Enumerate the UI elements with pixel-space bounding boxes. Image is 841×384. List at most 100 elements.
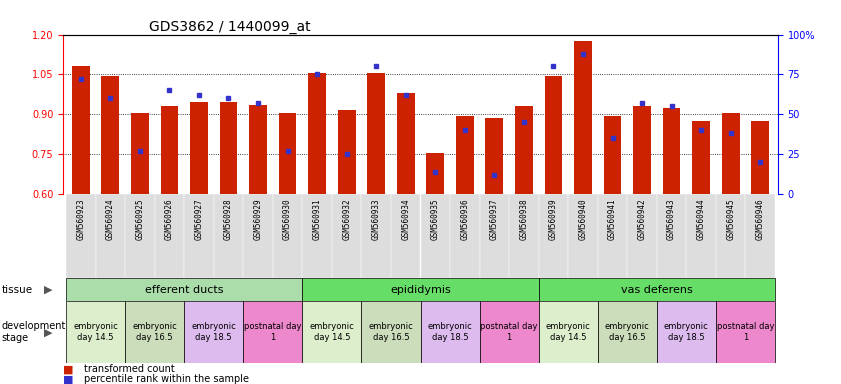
Bar (155, 194, 184, 278)
Bar (598, 301, 657, 363)
Bar (657, 194, 686, 278)
Bar (633, 106, 651, 194)
Bar (479, 194, 509, 278)
Bar (604, 116, 621, 194)
Text: GSM560929: GSM560929 (253, 198, 262, 240)
Bar (72, 66, 90, 194)
Text: embryonic
day 16.5: embryonic day 16.5 (605, 323, 649, 342)
Text: GSM560943: GSM560943 (667, 198, 676, 240)
Bar (362, 194, 391, 278)
Text: GSM560931: GSM560931 (313, 198, 321, 240)
Bar (745, 194, 775, 278)
Bar (303, 278, 538, 301)
Bar (479, 301, 538, 363)
Text: GSM560934: GSM560934 (401, 198, 410, 240)
Text: ■: ■ (63, 364, 73, 374)
Text: GSM560926: GSM560926 (165, 198, 174, 240)
Text: epididymis: epididymis (390, 285, 451, 295)
Text: GSM560927: GSM560927 (194, 198, 204, 240)
Text: GSM560930: GSM560930 (283, 198, 292, 240)
Bar (598, 194, 627, 278)
Bar (303, 194, 332, 278)
Bar (303, 301, 362, 363)
Text: GSM560935: GSM560935 (431, 198, 440, 240)
Text: ▶: ▶ (44, 327, 52, 337)
Bar (362, 301, 420, 363)
Bar (102, 76, 119, 194)
Bar (420, 301, 479, 363)
Bar (426, 153, 444, 194)
Text: GSM560939: GSM560939 (549, 198, 558, 240)
Text: ■: ■ (63, 374, 73, 384)
Bar (96, 194, 125, 278)
Bar (627, 194, 657, 278)
Text: embryonic
day 14.5: embryonic day 14.5 (309, 323, 354, 342)
Text: GDS3862 / 1440099_at: GDS3862 / 1440099_at (149, 20, 310, 33)
Text: GSM560946: GSM560946 (756, 198, 764, 240)
Bar (214, 194, 243, 278)
Bar (125, 194, 155, 278)
Bar (190, 102, 208, 194)
Text: GSM560924: GSM560924 (106, 198, 115, 240)
Bar (485, 118, 503, 194)
Bar (66, 301, 125, 363)
Bar (249, 105, 267, 194)
Bar (66, 278, 303, 301)
Bar (569, 194, 598, 278)
Bar (716, 194, 745, 278)
Text: embryonic
day 18.5: embryonic day 18.5 (192, 323, 236, 342)
Bar (574, 41, 592, 194)
Bar (397, 93, 415, 194)
Bar (545, 76, 563, 194)
Text: GSM560936: GSM560936 (460, 198, 469, 240)
Text: tissue: tissue (2, 285, 33, 295)
Bar (456, 116, 473, 194)
Bar (515, 106, 532, 194)
Bar (243, 301, 303, 363)
Bar (161, 106, 178, 194)
Text: percentile rank within the sample: percentile rank within the sample (84, 374, 249, 384)
Bar (722, 113, 739, 194)
Bar (125, 301, 184, 363)
Text: transformed count: transformed count (84, 364, 175, 374)
Bar (751, 121, 769, 194)
Text: GSM560940: GSM560940 (579, 198, 588, 240)
Text: GSM560938: GSM560938 (520, 198, 528, 240)
Text: GSM560944: GSM560944 (696, 198, 706, 240)
Text: vas deferens: vas deferens (621, 285, 693, 295)
Text: GSM560923: GSM560923 (77, 198, 85, 240)
Text: postnatal day
1: postnatal day 1 (717, 323, 775, 342)
Bar (272, 194, 303, 278)
Text: efferent ducts: efferent ducts (145, 285, 224, 295)
Bar (657, 301, 716, 363)
Bar (538, 194, 569, 278)
Text: embryonic
day 14.5: embryonic day 14.5 (546, 323, 590, 342)
Bar (663, 108, 680, 194)
Bar (368, 73, 385, 194)
Bar (538, 301, 598, 363)
Text: GSM560937: GSM560937 (489, 198, 499, 240)
Bar (716, 301, 775, 363)
Bar (66, 194, 96, 278)
Text: development
stage: development stage (2, 321, 66, 343)
Text: embryonic
day 18.5: embryonic day 18.5 (428, 323, 473, 342)
Bar (131, 113, 149, 194)
Bar (278, 113, 296, 194)
Bar (686, 194, 716, 278)
Bar (243, 194, 272, 278)
Bar (220, 102, 237, 194)
Text: postnatal day
1: postnatal day 1 (244, 323, 302, 342)
Text: embryonic
day 16.5: embryonic day 16.5 (368, 323, 413, 342)
Text: GSM560925: GSM560925 (135, 198, 145, 240)
Text: ▶: ▶ (44, 285, 52, 295)
Text: GSM560945: GSM560945 (726, 198, 735, 240)
Text: GSM560928: GSM560928 (224, 198, 233, 240)
Bar (184, 301, 243, 363)
Bar (391, 194, 420, 278)
Text: embryonic
day 14.5: embryonic day 14.5 (73, 323, 118, 342)
Bar (420, 194, 450, 278)
Text: postnatal day
1: postnatal day 1 (480, 323, 538, 342)
Text: GSM560933: GSM560933 (372, 198, 381, 240)
Text: embryonic
day 18.5: embryonic day 18.5 (664, 323, 709, 342)
Bar (184, 194, 214, 278)
